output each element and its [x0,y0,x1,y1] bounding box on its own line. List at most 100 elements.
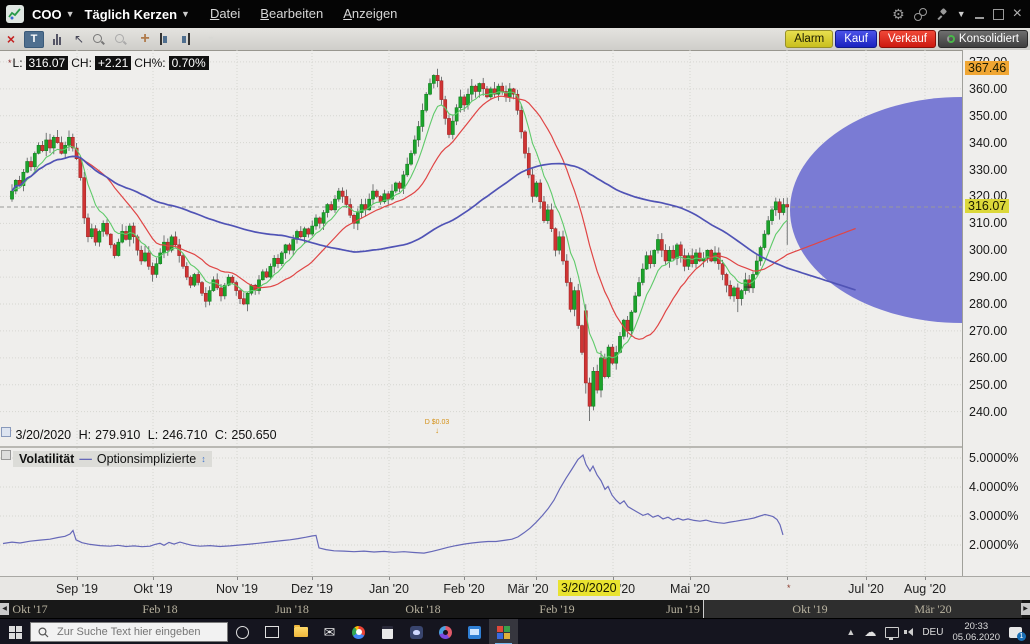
navigator-selected-range[interactable] [703,600,1022,618]
navigator-label: Feb '18 [142,602,178,616]
low-value: 246.710 [162,428,208,442]
system-tray: ▲ ☁ DEU 20:33 05.06.2020 1 [846,621,1030,643]
taskbar-app-calculator[interactable] [373,619,402,644]
volatility-plot[interactable] [0,448,962,576]
legend-series-name: Optionsimplizierte [96,452,197,466]
menu-anzeigen[interactable]: Anzeigen [343,6,398,21]
time-tick-label: Mär '20 [507,582,549,596]
maximize-icon[interactable] [992,8,1004,20]
tray-expand-icon[interactable]: ▲ [846,627,856,637]
close-value: 250.650 [231,428,277,442]
time-tick-label: Okt '19 [133,582,173,596]
navigator-left-arrow[interactable]: ◀ [0,603,9,615]
panel-handle-icon[interactable] [1,450,11,460]
onedrive-icon[interactable]: ☁ [864,625,877,639]
taskbar-app-messaging[interactable] [402,619,431,644]
navigator-label: Okt '19 [792,602,828,616]
taskbar-app-mail[interactable]: ✉ [315,619,344,644]
menu-datei[interactable]: Datei [209,6,241,21]
close-icon[interactable]: × [1012,5,1022,22]
buy-button[interactable]: Kauf [835,30,877,48]
pin-dropdown-icon[interactable]: ▼ [956,9,966,19]
high-label: H: [78,428,92,442]
dividend-marker: D $0.03 [425,419,450,426]
price-tick-label: 290.00 [969,270,1008,285]
cortana-button[interactable] [228,619,257,644]
taskbar-app-file-explorer[interactable] [286,619,315,644]
pin-icon[interactable] [936,8,948,20]
navigator-right-arrow[interactable]: ▶ [1021,603,1030,615]
symbol-selector[interactable]: COO [32,6,62,22]
change-pct-value: 0.70% [168,56,209,70]
volume-bars-icon[interactable] [48,33,66,45]
clock[interactable]: 20:33 05.06.2020 [952,621,1000,643]
chevron-down-icon[interactable]: ▼ [65,9,75,19]
zoom-out-icon[interactable] [114,33,132,46]
time-tick-label: Feb '20 [443,582,485,596]
legend-toggle-icon[interactable]: ↕ [201,454,206,464]
chevron-down-icon[interactable]: ▼ [181,9,190,19]
vol-tick-label: 3.0000% [969,509,1019,523]
last-candle-marker: * [787,583,791,593]
price-tick-label: 340.00 [969,135,1008,150]
link-icon[interactable] [913,7,927,21]
vol-tick-label: 5.0000% [969,451,1019,465]
shift-right-candle-icon[interactable] [180,32,198,46]
volume-icon[interactable] [904,628,914,636]
network-icon[interactable] [885,626,900,640]
mail-icon: ✉ [323,624,336,640]
candlestick-plot[interactable]: D $0.03↓ [0,50,962,446]
price-tick-label: 360.00 [969,81,1008,96]
selected-date-highlight: 3/20/2020 [558,580,620,596]
ma-line-slow [11,155,856,291]
sell-button[interactable]: Verkauf [878,30,936,48]
consolidated-button[interactable]: Konsolidiert [937,30,1028,48]
time-tick-label: Aug '20 [903,582,946,596]
navigator-label: Jun '19 [666,602,700,616]
range-navigator[interactable]: Okt '17 Feb '18 Jun '18 Okt '18 Feb '19 Jun '… [0,600,1030,618]
marker-asterisk: * [8,58,12,68]
taskbar-app-remote[interactable] [460,619,489,644]
alarm-button[interactable]: Alarm [785,30,834,48]
time-tick-label: Dez '19 [291,582,333,596]
projection-ellipse [790,97,962,323]
volatility-panel[interactable]: Volatilität — Optionsimplizierte ↕ [0,448,962,576]
taskbar-app-trading-active[interactable] [489,619,518,644]
search-input[interactable] [55,625,209,639]
pointer-tool-icon[interactable]: ↖ [73,32,85,46]
title-bar: COO ▼ Täglich Kerzen ▼ Datei Bearbeiten An… [0,0,1030,28]
price-tick-label: 300.00 [969,243,1008,258]
price-axis[interactable]: 370.00360.00350.00340.00330.00320.00310.… [962,50,1030,576]
chart-toolbar: × T ↖ + ▼ Alarm Kauf Verkauf Konsolidier… [0,28,1030,51]
close-chart-icon[interactable]: × [6,31,16,47]
time-tick-label: Jul '20 [848,582,884,596]
taskbar-app-chrome[interactable] [344,619,373,644]
task-view-button[interactable] [257,619,286,644]
navigator-label: Jun '18 [275,602,309,616]
settings-icon[interactable]: ⚙ [892,6,905,22]
taskbar-search[interactable] [30,622,228,642]
close-label: C: [214,428,228,442]
price-tick-label: 310.00 [969,216,1008,231]
price-chart[interactable]: D $0.03 ↓ * L: 316.07 CH: +2.21 CH%: 0.70… [0,50,962,448]
crosshair-icon[interactable]: + [140,30,150,47]
legend-line-sample: — [79,452,92,466]
trading-app-icon [497,625,510,639]
minimize-icon[interactable] [974,9,984,19]
app-logo-icon [6,5,24,23]
shift-left-candle-icon[interactable] [158,32,176,46]
start-button[interactable] [0,619,30,644]
dropdown-icon[interactable]: ▼ [206,34,216,44]
text-tool-icon[interactable]: T [24,30,44,48]
time-axis[interactable]: Sep '19 Okt '19 Nov '19 Dez '19 Jan '20 Feb '… [0,576,1030,601]
taskbar-app-paint[interactable] [431,619,460,644]
language-indicator[interactable]: DEU [922,626,944,638]
panel-handle-icon[interactable] [1,427,11,437]
zoom-in-icon[interactable] [92,33,110,46]
notification-icon[interactable]: 1 [1009,626,1026,641]
menu-bearbeiten[interactable]: Bearbeiten [260,6,324,21]
consolidated-status-icon [946,35,955,43]
vol-tick-label: 2.0000% [969,538,1019,552]
selected-date: 3/20/2020 [15,428,72,442]
timeframe-selector[interactable]: Täglich Kerzen [84,6,178,22]
